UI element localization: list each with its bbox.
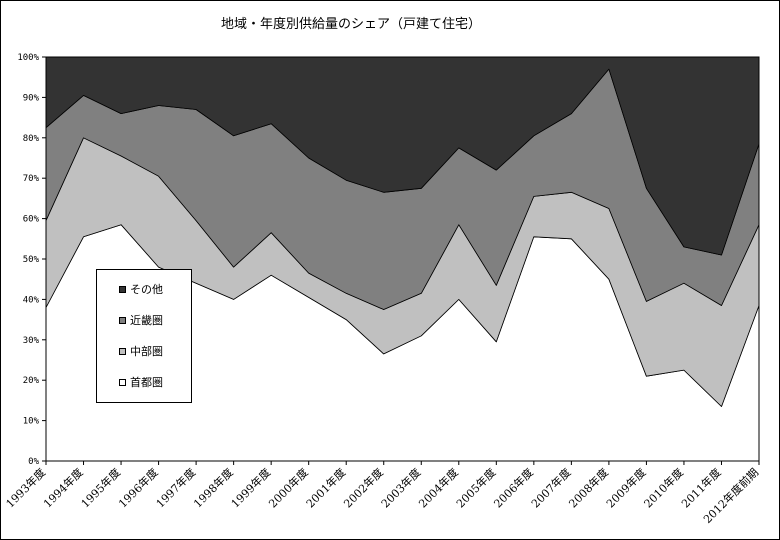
y-tick-label: 70% <box>23 174 40 184</box>
x-tick-label: 2004年度 <box>416 465 461 510</box>
legend-item: その他 <box>119 281 163 297</box>
x-tick-label: 1993年度 <box>3 465 48 510</box>
x-tick-label: 2006年度 <box>491 465 536 510</box>
legend-label: 中部圏 <box>130 345 163 358</box>
x-tick-label: 1995年度 <box>78 465 123 510</box>
y-tick-label: 10% <box>23 417 40 427</box>
x-tick-label: 2002年度 <box>341 465 386 510</box>
x-tick-label: 1997年度 <box>153 465 198 510</box>
legend-item: 近畿圏 <box>119 312 163 328</box>
y-tick-label: 100% <box>17 53 39 63</box>
x-tick-label: 1994年度 <box>40 465 85 510</box>
x-tick-label: 2005年度 <box>453 465 498 510</box>
x-tick-label: 2007年度 <box>528 465 573 510</box>
legend-label: 近畿圏 <box>130 314 163 327</box>
x-tick-label: 2000年度 <box>266 465 311 510</box>
y-tick-label: 50% <box>23 255 40 265</box>
x-tick-label: 2001年度 <box>303 465 348 510</box>
legend-item: 首都圏 <box>119 374 163 390</box>
x-tick-label: 1998年度 <box>190 465 235 510</box>
legend-swatch <box>119 378 126 386</box>
x-tick-label: 2008年度 <box>566 465 611 510</box>
y-tick-label: 90% <box>23 93 40 103</box>
y-tick-label: 20% <box>23 376 40 386</box>
legend-item: 中部圏 <box>119 343 163 359</box>
chart-title: 地域・年度別供給量のシェア（戸建て住宅） <box>220 17 481 32</box>
legend-label: 首都圏 <box>130 376 163 389</box>
legend-swatch <box>119 347 126 355</box>
legend-swatch <box>119 285 126 293</box>
x-tick-label: 2003年度 <box>378 465 423 510</box>
y-tick-label: 0% <box>28 457 39 467</box>
legend-swatch <box>119 316 126 324</box>
y-tick-label: 60% <box>23 215 40 225</box>
legend: その他近畿圏中部圏首都圏 <box>96 269 192 403</box>
x-tick-label: 1999年度 <box>228 465 273 510</box>
x-tick-label: 2010年度 <box>641 465 686 510</box>
x-tick-label: 2009年度 <box>603 465 648 510</box>
y-tick-label: 30% <box>23 336 40 346</box>
y-tick-label: 40% <box>23 295 40 305</box>
x-tick-label: 1996年度 <box>115 465 160 510</box>
y-tick-label: 80% <box>23 134 40 144</box>
legend-label: その他 <box>130 283 163 296</box>
